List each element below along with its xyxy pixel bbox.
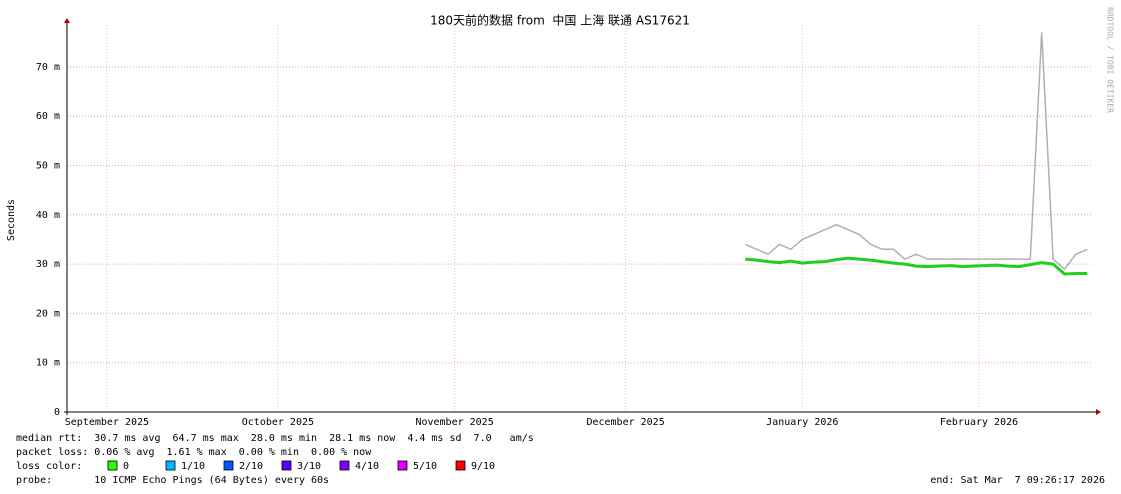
x-tick-label: November 2025 <box>415 417 493 428</box>
footer-line: probe: 10 ICMP Echo Pings (64 Bytes) eve… <box>16 475 329 486</box>
x-tick-label: December 2025 <box>586 417 664 428</box>
y-tick-label: 20 m <box>36 308 60 319</box>
y-tick-label: 50 m <box>36 161 60 172</box>
y-tick-label: 60 m <box>36 111 60 122</box>
y-tick-label: 0 <box>54 407 60 418</box>
legend-swatch <box>281 460 292 471</box>
legend-label: 0 <box>123 461 129 472</box>
x-tick-label: October 2025 <box>242 417 314 428</box>
legend-swatch <box>107 460 118 471</box>
legend-swatch <box>397 460 408 471</box>
x-tick-label: January 2026 <box>766 417 838 428</box>
chart-title: 180天前的数据 from 中国 上海 联通 AS17621 <box>430 13 690 28</box>
legend-label: 3/10 <box>297 461 321 472</box>
y-tick-label: 40 m <box>36 210 60 221</box>
legend-label: 5/10 <box>413 461 437 472</box>
y-axis-label: Seconds <box>6 199 17 241</box>
footer-line: packet loss: 0.06 % avg 1.61 % max 0.00 … <box>16 447 372 458</box>
legend-swatch <box>223 460 234 471</box>
arrow <box>64 18 70 23</box>
legend-label: 4/10 <box>355 461 379 472</box>
y-tick-label: 10 m <box>36 358 60 369</box>
y-tick-label: 30 m <box>36 259 60 270</box>
series-line <box>745 32 1088 271</box>
footer-line: loss color: <box>16 461 82 472</box>
legend-label: 2/10 <box>239 461 263 472</box>
legend-label: 9/10 <box>471 461 495 472</box>
footer-end: end: Sat Mar 7 09:26:17 2026 <box>930 475 1105 486</box>
legend-swatch <box>339 460 350 471</box>
footer-line: median rtt: 30.7 ms avg 64.7 ms max 28.0… <box>16 433 534 444</box>
legend-swatch <box>165 460 176 471</box>
legend-label: 1/10 <box>181 461 205 472</box>
series-line <box>745 256 1088 276</box>
legend-swatch <box>455 460 466 471</box>
y-tick-label: 70 m <box>36 62 60 73</box>
x-tick-label: February 2026 <box>940 417 1018 428</box>
side-text: RRDTOOL / TOBI OETIKER <box>1106 7 1115 113</box>
arrow <box>1096 409 1101 415</box>
x-tick-label: September 2025 <box>65 417 149 428</box>
